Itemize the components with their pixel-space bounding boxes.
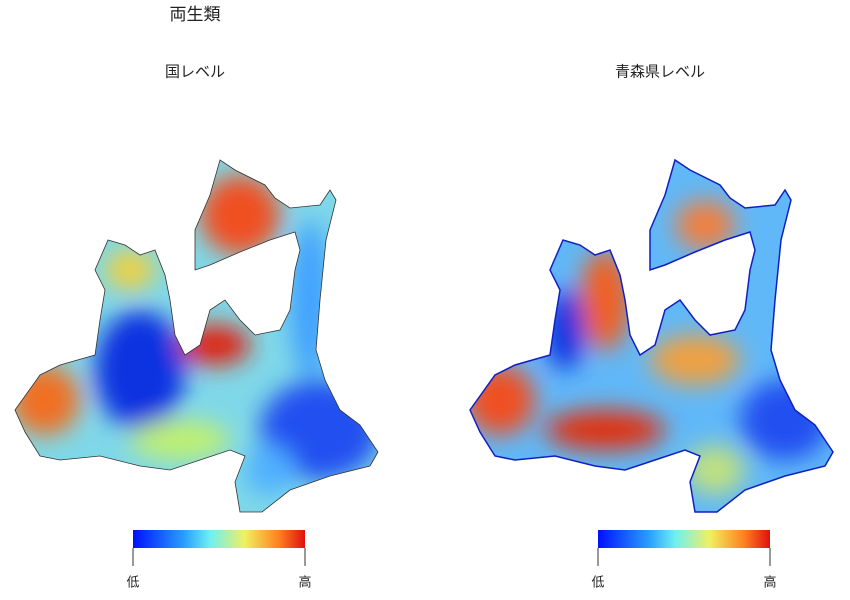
map-title: 国レベル	[165, 63, 225, 81]
map-panel: 国レベル 低 高	[14, 63, 379, 591]
map-panel: 青森県レベル 低 高	[469, 63, 834, 591]
heatmap	[15, 160, 378, 512]
legend-high: 高	[763, 575, 776, 591]
colorbar	[598, 530, 770, 548]
legend-high: 高	[298, 575, 311, 591]
figure-title: 両生類	[170, 5, 221, 25]
colorbar-ticks	[132, 548, 306, 566]
legend-low: 低	[591, 576, 604, 591]
heatmap	[470, 160, 833, 512]
legend-low: 低	[126, 576, 139, 591]
heatmap-base	[470, 160, 833, 512]
map-title: 青森県レベル	[615, 63, 705, 81]
colorbar-ticks	[597, 548, 771, 566]
colorbar	[133, 530, 305, 548]
